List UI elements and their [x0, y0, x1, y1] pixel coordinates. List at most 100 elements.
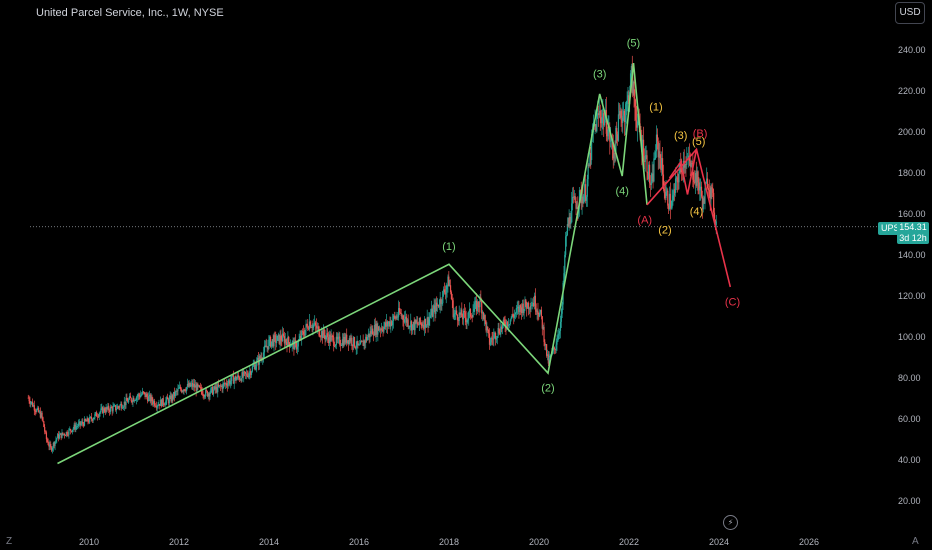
candle-body	[319, 335, 321, 337]
candle-body	[42, 417, 44, 422]
candle-body	[333, 337, 335, 347]
candle-body	[83, 419, 86, 426]
bar-countdown: 3d 12h	[899, 233, 927, 243]
candle-body	[93, 417, 95, 419]
candle-body	[518, 306, 520, 312]
candle-body	[627, 95, 629, 102]
candle-body	[477, 301, 479, 307]
candle-body	[387, 323, 389, 327]
candle-body	[321, 330, 324, 338]
candle-body	[507, 321, 509, 327]
candle-body	[224, 383, 226, 385]
wave-label: (4)	[616, 186, 629, 198]
candle-body	[198, 385, 200, 387]
candle-body	[269, 336, 272, 347]
candle-body	[453, 314, 455, 318]
candle-body	[607, 129, 609, 137]
candle-body	[80, 423, 82, 425]
candle-body	[187, 383, 189, 387]
candle-body	[677, 181, 679, 183]
candle-body	[290, 345, 292, 347]
candle-body	[250, 371, 252, 375]
candle-body	[655, 134, 658, 152]
candle-body	[484, 315, 486, 321]
candle-body	[566, 224, 568, 236]
candle-body	[227, 383, 229, 387]
candle-body	[494, 332, 496, 336]
candle-body	[150, 396, 152, 402]
y-tick-label: 100.00	[898, 332, 926, 343]
candle-body	[548, 357, 550, 364]
candle-body	[520, 307, 523, 314]
candle-body	[409, 326, 411, 328]
candle-body	[334, 344, 337, 347]
candle-body	[632, 81, 634, 94]
candle-body	[38, 411, 41, 413]
timezone-icon[interactable]: Z	[6, 536, 13, 547]
candle-body	[238, 377, 241, 380]
wave-label: (2)	[541, 383, 554, 395]
candle-body	[148, 394, 151, 397]
candle-body	[603, 119, 606, 126]
candle-body	[511, 314, 513, 318]
auto-scale-icon[interactable]: A	[912, 536, 919, 547]
candle-body	[61, 432, 63, 438]
candle-body	[45, 432, 48, 440]
bolt-icon[interactable]: ⚡	[723, 515, 738, 530]
candle-body	[113, 405, 115, 407]
candle-body	[340, 345, 343, 347]
candle-body	[99, 411, 101, 414]
candle-body	[623, 110, 626, 122]
wave-label: (5)	[692, 136, 705, 148]
candle-body	[193, 383, 196, 388]
candle-body	[408, 326, 410, 328]
currency-button[interactable]: USD	[895, 2, 925, 24]
candle-body	[527, 302, 530, 309]
candle-body	[571, 196, 574, 204]
candle-body	[448, 276, 450, 287]
candle-body	[411, 321, 413, 331]
candle-body	[515, 308, 517, 313]
candle-body	[497, 327, 499, 337]
candle-body	[613, 153, 615, 159]
candle-body	[475, 300, 477, 303]
candle-body	[67, 434, 69, 436]
candle-body	[221, 385, 223, 390]
candle-body	[186, 387, 188, 392]
candle-body	[317, 326, 319, 328]
candle-body	[438, 306, 440, 308]
candle-body	[214, 386, 216, 390]
candle-body	[414, 320, 416, 331]
candle-body	[510, 317, 512, 320]
candle-body	[660, 157, 662, 171]
candle-body	[299, 336, 301, 339]
candle-body	[54, 441, 56, 447]
candle-body	[331, 335, 333, 337]
candle-body	[330, 335, 332, 342]
candle-body	[346, 334, 348, 344]
candle-body	[108, 410, 111, 412]
candle-body	[195, 385, 197, 392]
candle-body	[483, 315, 485, 320]
candle-body	[188, 382, 190, 387]
candle-body	[441, 303, 443, 304]
candle-body	[667, 190, 669, 206]
candle-body	[48, 444, 50, 447]
candle-body	[252, 365, 254, 367]
candle-body	[243, 371, 246, 373]
candle-body	[555, 344, 557, 350]
candle-body	[357, 340, 359, 346]
candle-body	[328, 334, 331, 344]
candle-body	[273, 335, 275, 347]
candle-body	[51, 447, 54, 451]
candle-body	[390, 321, 392, 327]
candle-body	[513, 316, 515, 318]
candle-body	[134, 400, 136, 402]
candle-body	[449, 285, 452, 293]
candle-body	[455, 310, 457, 313]
y-tick-label: 140.00	[898, 250, 926, 261]
candle-body	[341, 339, 343, 346]
candle-body	[37, 407, 39, 410]
candle-body	[149, 394, 151, 402]
